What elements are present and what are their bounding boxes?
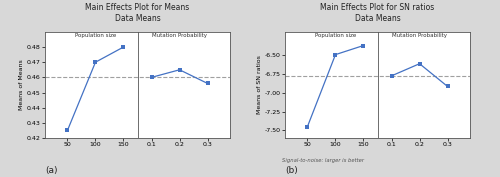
Text: Mutation Probability: Mutation Probability bbox=[392, 33, 447, 38]
Text: (a): (a) bbox=[45, 166, 58, 175]
Y-axis label: Means of SN ratios: Means of SN ratios bbox=[257, 56, 262, 114]
Text: (b): (b) bbox=[285, 166, 298, 175]
Text: Signal-to-noise: larger is better: Signal-to-noise: larger is better bbox=[282, 158, 364, 163]
Text: Population size: Population size bbox=[75, 33, 116, 38]
Y-axis label: Means of Means: Means of Means bbox=[19, 60, 24, 110]
Text: Mutation Probability: Mutation Probability bbox=[152, 33, 207, 38]
Title: Main Effects Plot for SN ratios
Data Means: Main Effects Plot for SN ratios Data Mea… bbox=[320, 3, 434, 23]
Title: Main Effects Plot for Means
Data Means: Main Effects Plot for Means Data Means bbox=[86, 3, 190, 23]
Text: Population size: Population size bbox=[315, 33, 356, 38]
